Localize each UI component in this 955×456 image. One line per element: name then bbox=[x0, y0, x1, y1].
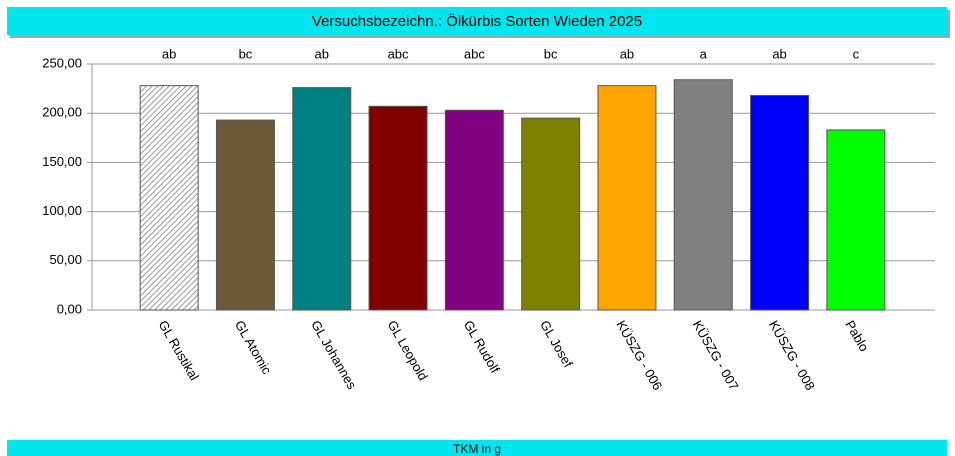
bar-annotation: ab bbox=[162, 46, 176, 61]
x-tick-label: GL Rustikal bbox=[156, 318, 202, 383]
bar-annotation: ab bbox=[772, 46, 786, 61]
x-tick-label: KÜSZG - 008 bbox=[766, 318, 818, 393]
x-tick-label: GL Leopold bbox=[384, 318, 430, 383]
x-tick-label: KÜSZG - 006 bbox=[613, 318, 665, 393]
x-tick-label: GL Josef bbox=[537, 318, 576, 370]
y-tick-label: 200,00 bbox=[42, 105, 82, 120]
bar bbox=[292, 87, 352, 311]
bar bbox=[673, 79, 733, 311]
bar bbox=[139, 85, 199, 311]
y-axis-title: TKM in g bbox=[453, 442, 501, 456]
bar-annotation: abc bbox=[388, 46, 409, 61]
bar-annotation: c bbox=[853, 46, 860, 61]
axis-title-bar bbox=[7, 440, 947, 456]
bar bbox=[368, 105, 428, 311]
y-tick-label: 50,00 bbox=[49, 252, 82, 267]
bar bbox=[597, 85, 657, 311]
bar-annotation: ab bbox=[315, 46, 329, 61]
x-tick-label: GL Atomic bbox=[232, 318, 275, 377]
x-tick-label: GL Rudolf bbox=[461, 318, 503, 376]
x-tick-label: KÜSZG - 007 bbox=[690, 318, 742, 393]
bar bbox=[521, 117, 581, 311]
bar-annotation: a bbox=[700, 46, 708, 61]
bar bbox=[444, 109, 504, 311]
y-tick-label: 150,00 bbox=[42, 154, 82, 169]
bar-annotation: bc bbox=[544, 46, 558, 61]
y-tick-label: 250,00 bbox=[42, 55, 82, 70]
bar bbox=[215, 119, 275, 311]
bar bbox=[750, 94, 810, 311]
y-tick-label: 100,00 bbox=[42, 203, 82, 218]
x-tick-label: Pablo bbox=[842, 318, 872, 354]
x-tick-label: GL Johannes bbox=[308, 318, 360, 392]
bar-annotation: ab bbox=[620, 46, 634, 61]
bar-annotation: bc bbox=[239, 46, 253, 61]
chart-title: Versuchsbezeichn.: Ölkürbis Sorten Wiede… bbox=[312, 12, 642, 30]
title-bar bbox=[7, 7, 947, 35]
y-tick-label: 0,00 bbox=[57, 301, 82, 316]
bar bbox=[826, 129, 886, 311]
bar-annotation: abc bbox=[464, 46, 485, 61]
